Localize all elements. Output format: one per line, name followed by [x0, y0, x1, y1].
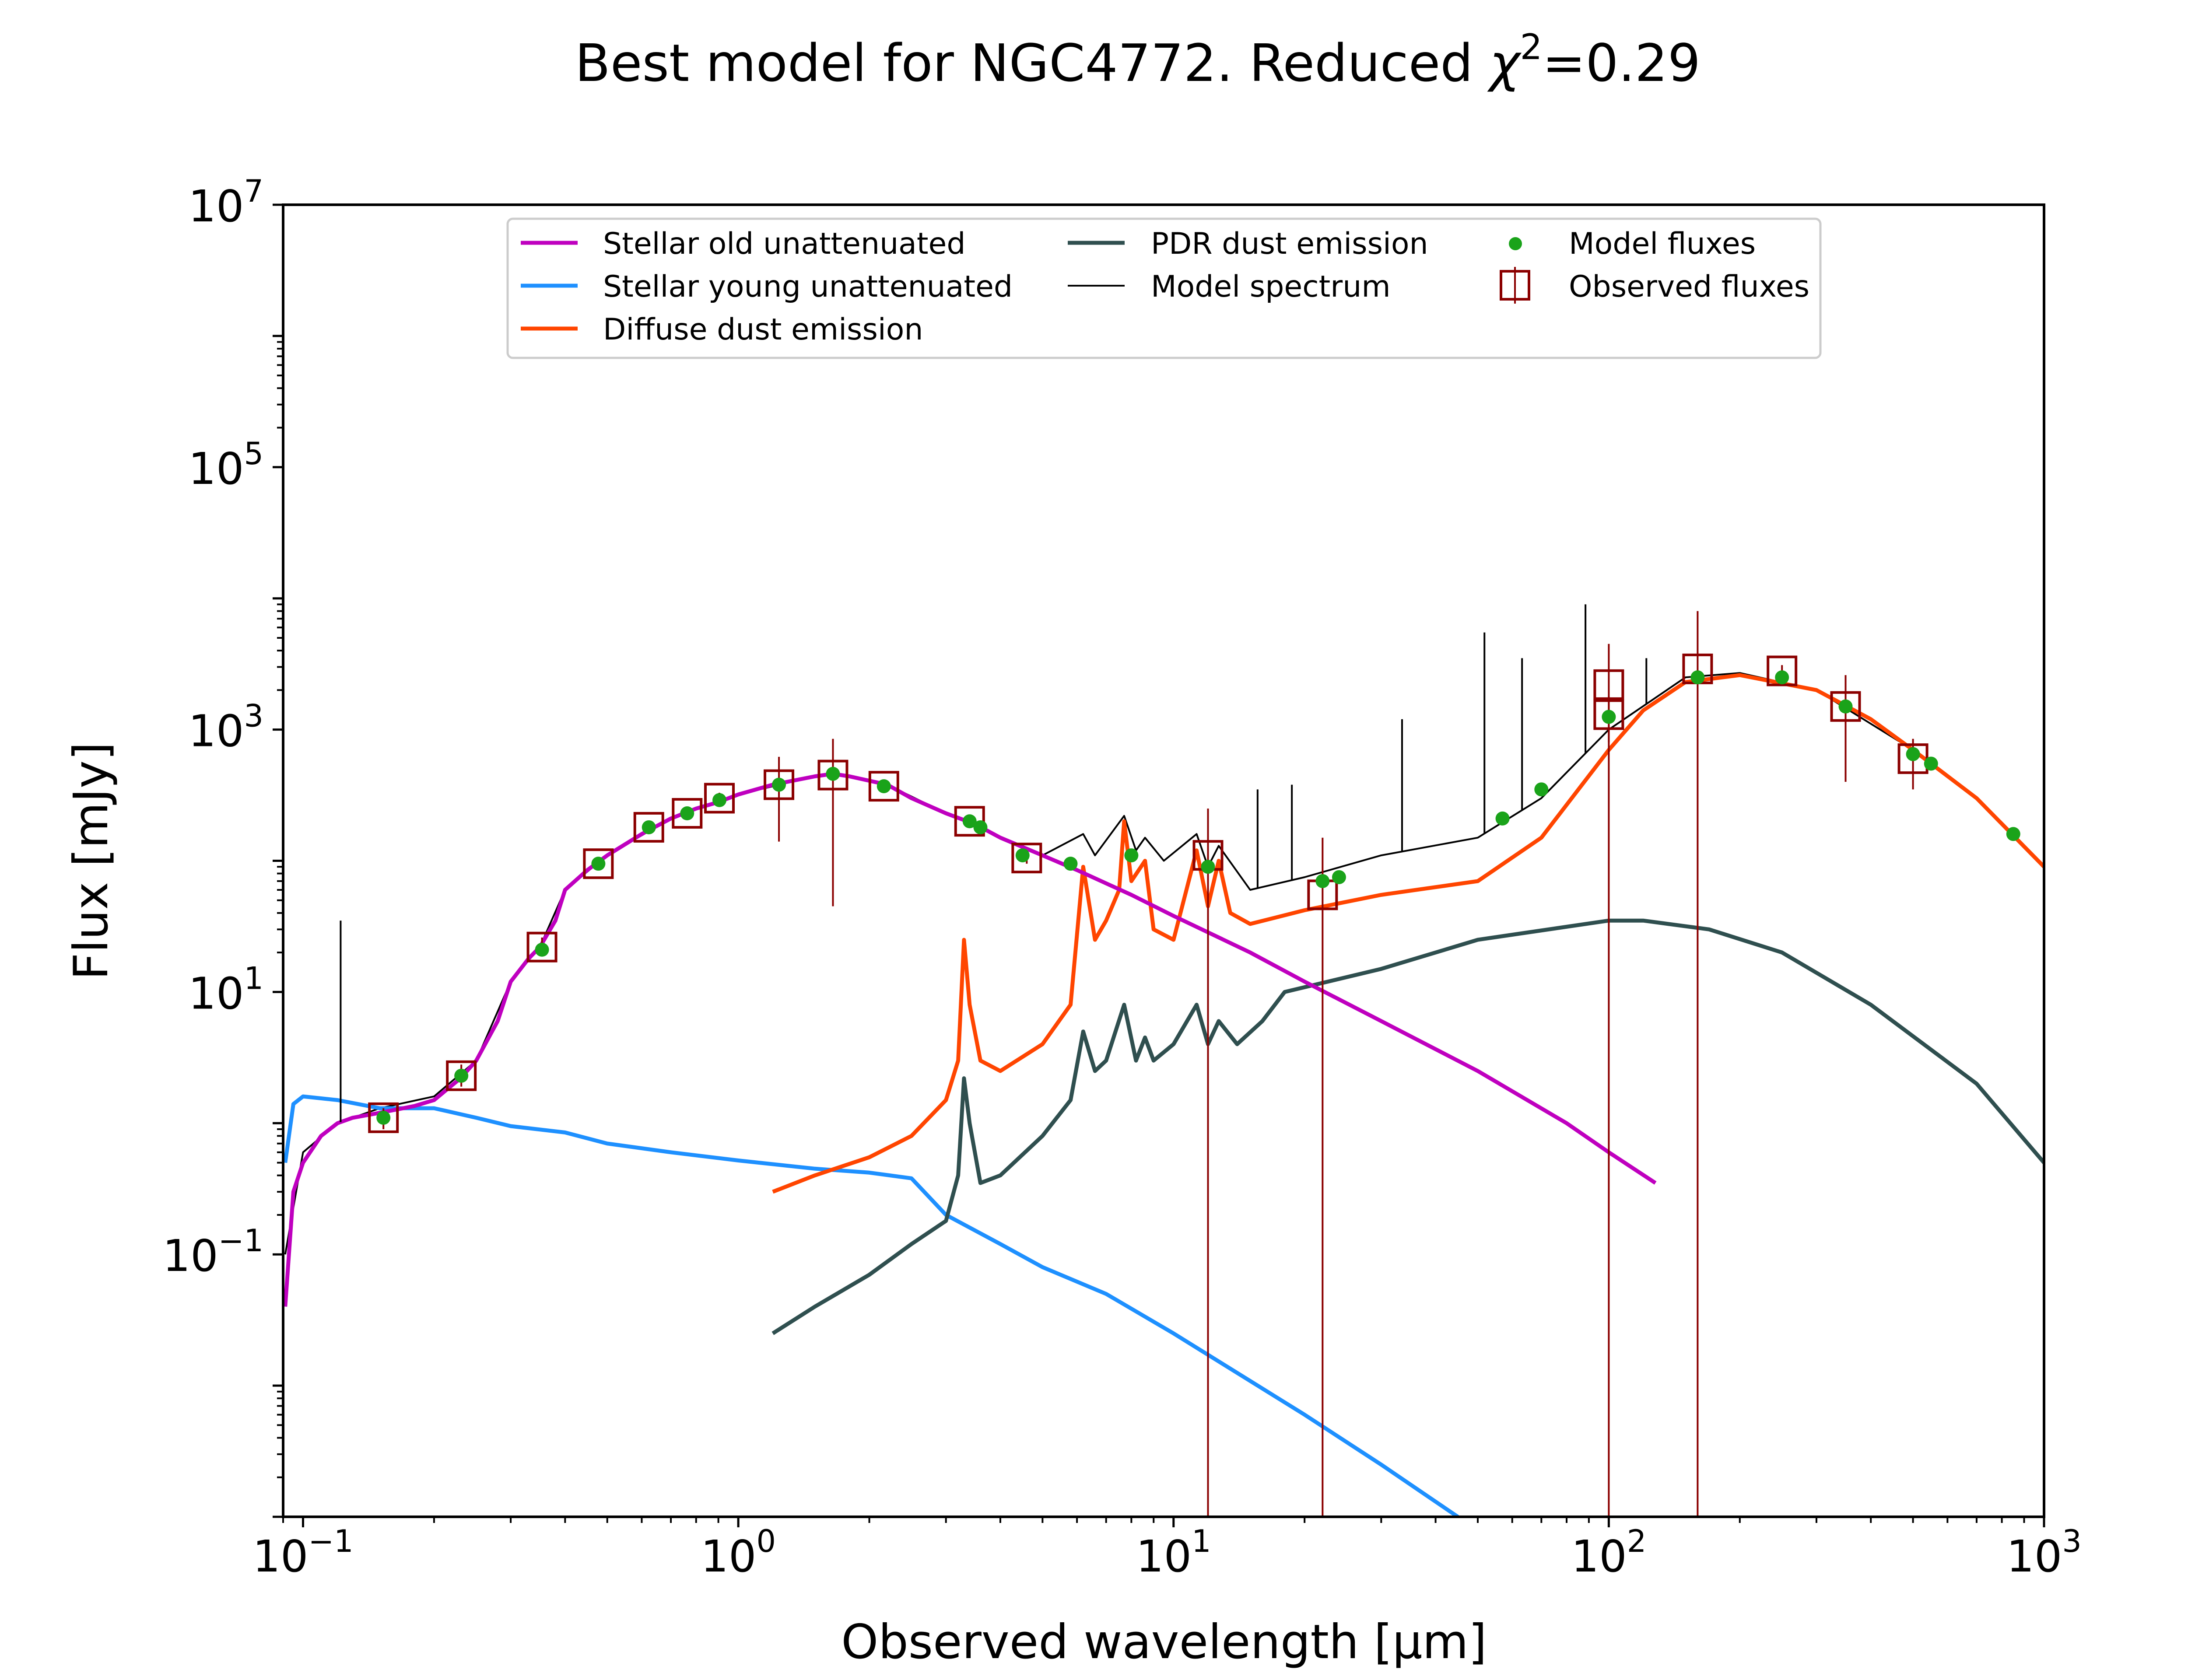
legend-label-diffuse-dust: Diffuse dust emission — [603, 312, 923, 347]
observed-flux-marker — [1593, 699, 1624, 730]
observed-flux-marker — [868, 771, 899, 802]
model-flux-point — [591, 857, 606, 871]
model-flux-point — [712, 793, 727, 807]
legend-label-observed-fluxes: Observed fluxes — [1569, 270, 1809, 304]
y-tick-label: 10−1 — [163, 1223, 263, 1281]
observed-flux-marker — [526, 931, 558, 962]
model-flux-point — [454, 1068, 469, 1083]
x-tick-label: 101 — [1136, 1523, 1211, 1582]
model-flux-point — [1315, 874, 1330, 888]
model-flux-point — [1838, 699, 1853, 714]
observed-flux-marker — [1830, 691, 1861, 722]
y-axis-ticks: 10−1 101 103 105 107 — [163, 173, 283, 1518]
model-flux-point — [1534, 782, 1549, 797]
model-flux-point — [962, 814, 977, 829]
model-flux-point — [1495, 811, 1510, 826]
y-tick-label: 105 — [188, 436, 263, 494]
y-tick-label: 103 — [188, 698, 263, 757]
observed-flux-marker — [633, 812, 664, 843]
legend-label-stellar-young: Stellar young unattenuated — [603, 270, 1013, 304]
model-flux-point — [642, 820, 656, 834]
model-flux-point — [973, 820, 988, 834]
series-line-stellar-young-unattenuated — [283, 1094, 1459, 1517]
legend-label-pdr-dust: PDR dust emission — [1151, 227, 1428, 261]
model-flux-point — [1201, 860, 1215, 874]
series-line-model-spectrum — [284, 672, 2044, 1255]
model-flux-point — [772, 777, 786, 792]
model-flux-point — [1332, 870, 1346, 884]
legend-marker-model-fluxes — [1509, 237, 1522, 250]
model-flux-point — [1906, 747, 1920, 761]
model-flux-point — [877, 779, 891, 794]
observed-flux-marker — [817, 760, 849, 791]
model-flux-point — [376, 1110, 391, 1125]
x-tick-label: 102 — [1571, 1523, 1646, 1582]
observed-flux-marker — [1767, 655, 1798, 686]
y-tick-label: 101 — [188, 960, 263, 1019]
model-flux-point — [1015, 848, 1030, 863]
model-flux-point — [1602, 710, 1616, 724]
legend: Stellar old unattenuated Stellar young u… — [506, 217, 1822, 359]
series-line-stellar-old-unattenuated — [283, 772, 1657, 1307]
model-flux-point — [826, 766, 840, 781]
x-tick-label: 10−1 — [252, 1523, 353, 1582]
model-flux-point — [1690, 670, 1705, 685]
model-flux-point — [1775, 670, 1789, 685]
x-tick-label: 100 — [701, 1523, 776, 1582]
series-line-diffuse-dust-emission — [772, 673, 2044, 1194]
model-flux-point — [1063, 857, 1078, 871]
x-tick-label: 103 — [2006, 1523, 2082, 1582]
y-axis-label: Flux [mJy] — [64, 742, 119, 980]
x-axis-label: Observed wavelength [μm] — [841, 1615, 1487, 1670]
legend-label-model-fluxes: Model fluxes — [1569, 227, 1756, 261]
x-axis-ticks: 10−1 100 101 102 103 — [252, 1517, 2082, 1582]
y-tick-label: 107 — [188, 173, 263, 232]
model-flux-point — [1124, 848, 1139, 863]
model-flux-point — [1924, 756, 1938, 771]
legend-label-stellar-old: Stellar old unattenuated — [603, 227, 966, 261]
plot-data — [283, 604, 2044, 1517]
model-flux-point — [535, 942, 549, 957]
series-line-pdr-dust-emission — [771, 918, 2044, 1335]
model-flux-point — [680, 806, 694, 821]
observed-flux-marker — [1011, 843, 1042, 874]
observed-flux-marker — [446, 1060, 477, 1091]
observed-flux-marker — [672, 798, 703, 829]
model-flux-point — [2006, 827, 2020, 841]
legend-box — [506, 217, 1822, 359]
chart-title: Best model for NGC4772. Reduced χ2=0.29 — [575, 27, 1701, 93]
observed-flux-marker — [704, 783, 735, 814]
observed-flux-marker — [583, 848, 614, 879]
observed-flux-marker — [368, 1102, 399, 1133]
observed-flux-marker — [764, 769, 795, 800]
legend-label-model-spectrum: Model spectrum — [1151, 270, 1391, 304]
